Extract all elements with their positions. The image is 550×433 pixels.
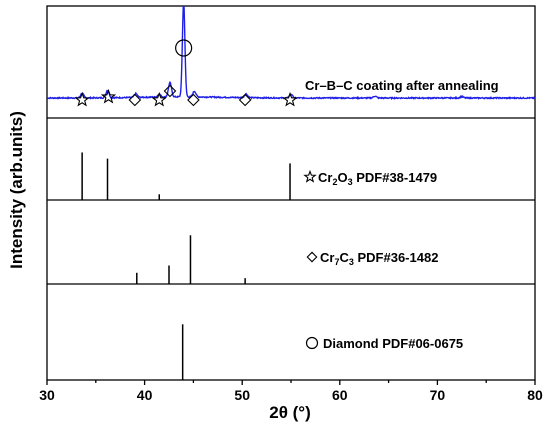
x-tick-label: 80 [527, 387, 543, 403]
circle-marker [175, 39, 193, 57]
x-axis: 30 40 50 60 70 80 [39, 380, 543, 403]
diamond-legend-marker [306, 251, 318, 263]
panel-4: Diamond PDF#06-0675 [181, 324, 463, 380]
pattern-line [47, 6, 535, 101]
x-tick-label: 40 [137, 387, 153, 403]
reference-label: Cr2O3 PDF#38-1479 [318, 170, 437, 187]
diamond-marker [187, 93, 200, 107]
x-tick-label: 60 [332, 387, 348, 403]
diamond-marker [128, 93, 142, 107]
x-tick-label: 30 [39, 387, 55, 403]
y-axis-title: Intensity (arb.units) [7, 111, 26, 269]
pattern-label: Cr–B–C coating after annealing [305, 78, 499, 93]
plot-frame [46, 5, 536, 381]
x-tick-label: 70 [430, 387, 446, 403]
panel-1: Cr–B–C coating after annealing [47, 6, 535, 107]
panel-3: Cr7C3 PDF#36-1482 [136, 235, 438, 284]
panel-2: Cr2O3 PDF#38-1479 [81, 152, 437, 200]
reference-label: Cr7C3 PDF#36-1482 [320, 250, 438, 267]
circle-legend-marker [305, 336, 319, 350]
diamond-marker [163, 84, 177, 98]
star-marker [282, 91, 298, 107]
star-marker [74, 91, 90, 107]
plot-panels: Cr–B–C coating after annealing Cr2O3 PDF#… [47, 6, 535, 380]
diamond-marker [238, 93, 252, 107]
plot-border [46, 5, 536, 381]
star-marker [100, 88, 117, 104]
x-axis-title: 2θ (°) [269, 403, 311, 422]
x-tick-label: 50 [234, 387, 250, 403]
reference-label: Diamond PDF#06-0675 [323, 336, 463, 351]
star-marker [151, 91, 167, 107]
star-legend-marker [303, 169, 317, 183]
